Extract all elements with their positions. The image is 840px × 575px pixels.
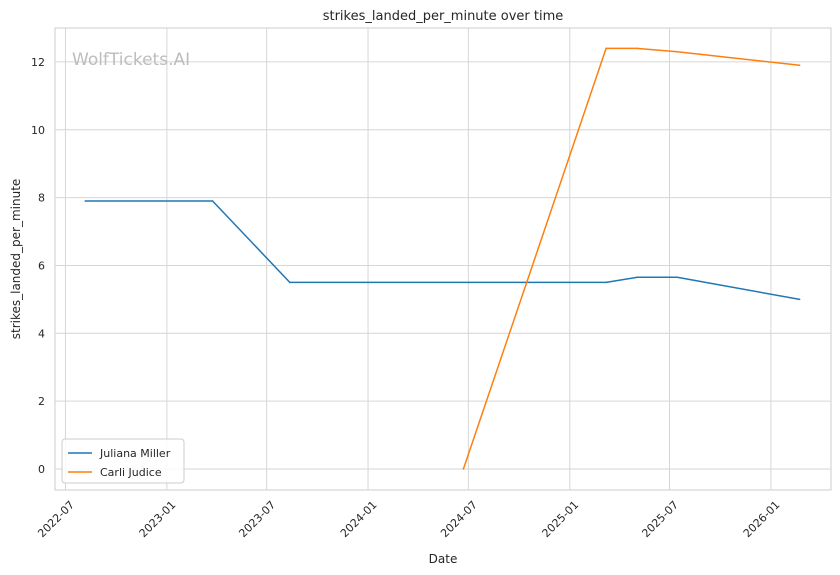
x-tick-label: 2024-07 <box>438 498 480 540</box>
y-tick-label: 12 <box>31 56 45 69</box>
x-tick-label: 2024-01 <box>338 498 380 540</box>
chart-title: strikes_landed_per_minute over time <box>323 9 564 24</box>
legend-label: Carli Judice <box>100 466 162 479</box>
x-axis-ticks: 2022-07 2023-01 2023-07 2024-01 2024-07 2025-… <box>35 498 782 540</box>
legend-box <box>61 438 185 484</box>
data-point <box>605 281 607 284</box>
legend-label: Juliana Miller <box>99 447 171 460</box>
x-tick-label: 2026-01 <box>741 498 783 540</box>
y-tick-label: 2 <box>38 395 45 408</box>
y-tick-label: 8 <box>38 192 45 205</box>
data-point <box>636 47 638 50</box>
data-point <box>798 64 801 67</box>
grid-lines <box>55 28 831 490</box>
data-point <box>288 281 291 284</box>
x-tick-label: 2023-01 <box>137 498 179 540</box>
x-tick-label: 2022-07 <box>35 498 77 540</box>
legend: Juliana Miller Carli Judice <box>61 438 185 484</box>
data-point <box>84 200 87 202</box>
y-axis-ticks: 0 2 4 6 8 10 12 <box>31 56 45 476</box>
x-axis-label: Date <box>429 552 458 566</box>
watermark: WolfTickets.AI <box>72 50 190 70</box>
data-point <box>676 50 679 53</box>
y-tick-label: 4 <box>38 327 45 340</box>
data-point <box>211 200 214 202</box>
y-tick-label: 0 <box>38 463 45 476</box>
data-point <box>676 276 679 279</box>
x-tick-label: 2023-07 <box>237 498 279 540</box>
data-point <box>462 468 465 470</box>
y-tick-label: 6 <box>38 259 45 272</box>
y-tick-label: 10 <box>31 124 45 137</box>
x-tick-label: 2025-07 <box>639 498 681 540</box>
data-point <box>798 298 801 301</box>
y-axis-label: strikes_landed_per_minute <box>9 179 23 340</box>
data-point <box>605 47 607 50</box>
data-point <box>636 276 638 279</box>
plot-area <box>54 27 832 491</box>
series-lines <box>84 47 801 470</box>
x-tick-label: 2025-01 <box>540 498 582 540</box>
